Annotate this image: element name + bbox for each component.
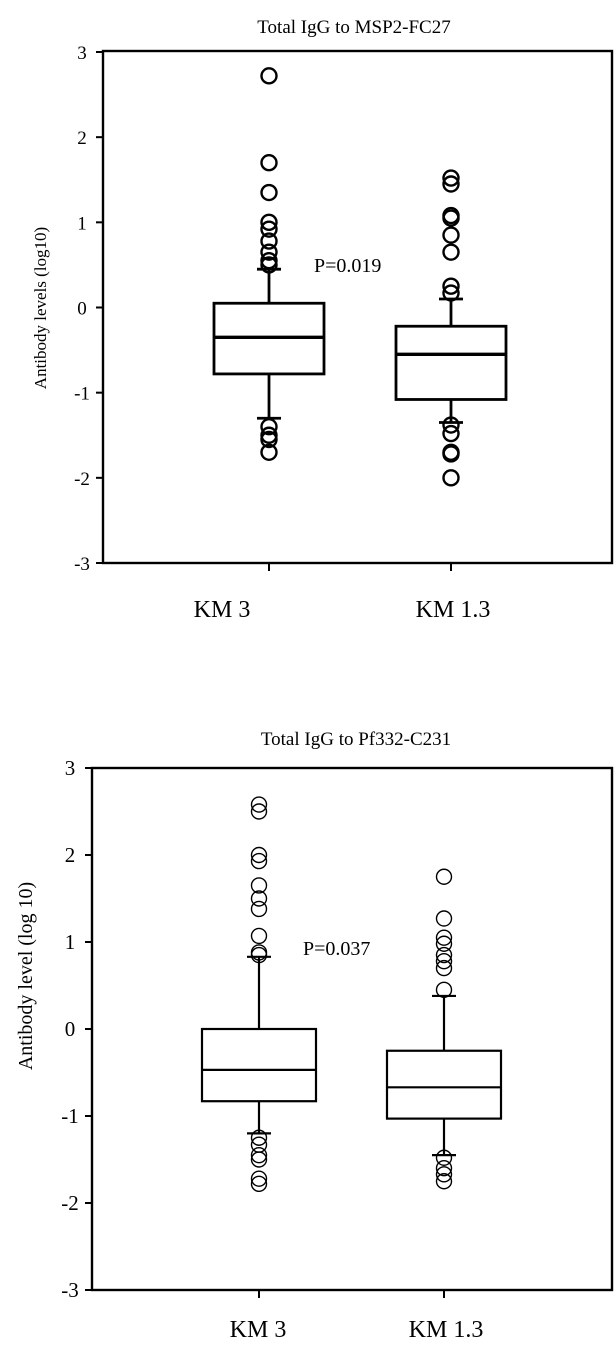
- chart-2-y-tick-label: 2: [65, 843, 76, 867]
- chart-1-km13-outlier: [442, 277, 460, 295]
- chart-1-km3-outlier: [260, 220, 278, 238]
- chart-2-km13-box: [385, 1049, 503, 1120]
- chart-2-km13-outlier: [435, 1166, 453, 1183]
- chart-1-km13-outlier: [442, 169, 460, 187]
- chart-1-y-tick-label: -1: [74, 384, 90, 405]
- chart-2-km3-outlier: [250, 877, 268, 894]
- chart-2-km3-outlier: [250, 1146, 268, 1164]
- chart-2-y-tick-label: 1: [65, 930, 76, 954]
- chart-2-y-axis-label: Antibody level (log 10): [15, 882, 37, 1070]
- chart-2-km13-outlier: [435, 946, 453, 964]
- chart-1-y-tick-label: 0: [77, 299, 87, 320]
- chart-2-p-value: P=0.037: [303, 938, 370, 960]
- chart-2-km13-outlier: [435, 910, 453, 927]
- chart-1-y-tick-label: 2: [77, 128, 87, 149]
- chart-1-plot: -3 -2 -1 0 1 2 3: [74, 43, 614, 575]
- chart-2-km3-outlier: [250, 1151, 268, 1168]
- chart-2-km3-outlier: [250, 1170, 268, 1187]
- chart-1-km3-outlier: [260, 443, 278, 461]
- chart-1-km3-outlier: [260, 430, 278, 449]
- chart-2-title: Total IgG to Pf332-C231: [261, 729, 451, 750]
- chart-1-km13-outlier: [442, 416, 460, 434]
- chart-1-km3-outlier: [260, 67, 278, 85]
- chart-1-km13-outlier: [442, 175, 460, 193]
- chart-2-km3-outlier: [250, 852, 268, 870]
- chart-2-y-tick-label: -2: [61, 1191, 79, 1215]
- chart-2-km3-outlier: [250, 796, 268, 813]
- chart-1-p-value: P=0.019: [314, 255, 381, 277]
- chart-2-y-tick-label: -1: [61, 1104, 79, 1128]
- chart-2-frame: [90, 766, 614, 1292]
- chart-1-km13-outlier: [442, 424, 460, 443]
- chart-1-category-label-km13: KM 1.3: [416, 597, 491, 623]
- chart-2-km13-outlier: [435, 935, 453, 952]
- chart-1-km13-box: [394, 324, 508, 401]
- chart-2-km13-outlier: [435, 868, 453, 885]
- chart-2-y-tick-label: -3: [61, 1278, 79, 1302]
- chart-1-km13-outlier: [442, 445, 460, 463]
- chart-1-km3-outlier: [260, 256, 278, 274]
- chart-2-km13-outlier: [435, 929, 453, 946]
- chart-1-frame: [101, 49, 614, 565]
- chart-2-category-label-km3: KM 3: [230, 1317, 287, 1343]
- chart-1-km3-outlier: [260, 418, 278, 436]
- chart-2-km3-outlier: [250, 846, 268, 864]
- chart-2-km3-outlier: [250, 1175, 268, 1193]
- chart-1-km3-outlier: [260, 183, 278, 202]
- chart-1-km13-outlier: [442, 284, 460, 302]
- chart-2-km13-outlier: [435, 1173, 453, 1190]
- chart-2-km3-outlier: [250, 946, 268, 964]
- chart-1-y-tick-label: -2: [74, 469, 90, 490]
- chart-2-km3-box: [200, 1027, 318, 1103]
- chart-2-km13-outlier: [435, 952, 453, 970]
- chart-1-y-tick-label: -3: [74, 554, 90, 575]
- chart-1-y-tick-label: 3: [77, 43, 87, 64]
- chart-2-km3-outlier: [250, 803, 268, 820]
- chart-2-km13-outlier: [435, 959, 453, 977]
- chart-1-km13-outlier: [442, 226, 460, 244]
- chart-1-km13-outlier: [442, 469, 460, 487]
- chart-2-km3-outlier: [250, 927, 268, 945]
- chart-2-km13-outlier: [435, 1149, 453, 1166]
- chart-1-km3-outlier: [260, 213, 278, 232]
- chart-1-km3-outlier: [260, 243, 278, 261]
- chart-1-category-label-km3: KM 3: [194, 597, 251, 623]
- chart-1-y-axis-label: Antibody levels (log10): [31, 227, 50, 389]
- chart-1-title: Total IgG to MSP2-FC27: [257, 17, 450, 38]
- chart-1-y-tick-label: 1: [77, 213, 87, 234]
- chart-2-km3-outlier: [250, 1129, 268, 1146]
- chart-2-km3-outlier: [250, 890, 268, 907]
- chart-2-category-label-km13: KM 1.3: [409, 1317, 484, 1343]
- chart-2-km13-outlier: [435, 1159, 453, 1177]
- chart-1-km3-outlier: [260, 154, 278, 172]
- chart-2-plot: -3 -2 -1 0 1 2 3: [61, 756, 614, 1302]
- chart-2-y-tick-label: 3: [65, 756, 76, 780]
- chart-2-y-tick-label: 0: [65, 1017, 76, 1041]
- chart-1-km13-outlier: [442, 209, 460, 227]
- chart-1-km13-outlier: [442, 243, 460, 261]
- chart-2-km3-outlier: [250, 900, 268, 918]
- chart-1-km3-outlier: [260, 232, 278, 250]
- chart-2-km13-outlier: [435, 981, 453, 999]
